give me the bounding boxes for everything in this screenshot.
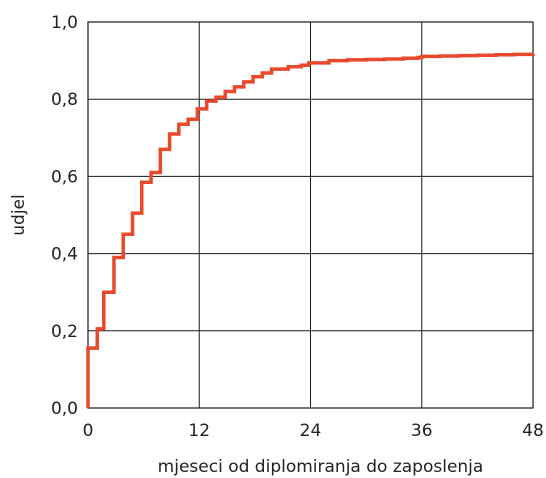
x-tick-label: 24	[300, 421, 322, 441]
y-tick-labels: 0,0 0,2 0,4 0,6 0,8 1,0	[51, 13, 78, 419]
x-tick-label: 48	[522, 421, 544, 441]
y-tick-label: 0,8	[51, 90, 78, 110]
series-group	[86, 52, 535, 408]
y-tick-label: 0,0	[51, 399, 78, 419]
plot-frame	[87, 21, 534, 409]
x-tick-label: 0	[83, 421, 94, 441]
y-tick-label: 1,0	[51, 13, 78, 33]
y-tick-label: 0,2	[51, 322, 78, 342]
x-tick-label: 12	[188, 421, 210, 441]
y-tick-label: 0,6	[51, 167, 78, 187]
x-tick-label: 36	[411, 421, 433, 441]
series-line	[86, 52, 535, 408]
y-tick-label: 0,4	[51, 245, 78, 265]
grid-lines	[87, 21, 534, 409]
x-tick-labels: 0 12 24 36 48	[83, 421, 544, 441]
x-axis-label: mjeseci od diplomiranja do zaposlenja	[158, 457, 484, 477]
y-axis-label: udjel	[9, 194, 29, 235]
